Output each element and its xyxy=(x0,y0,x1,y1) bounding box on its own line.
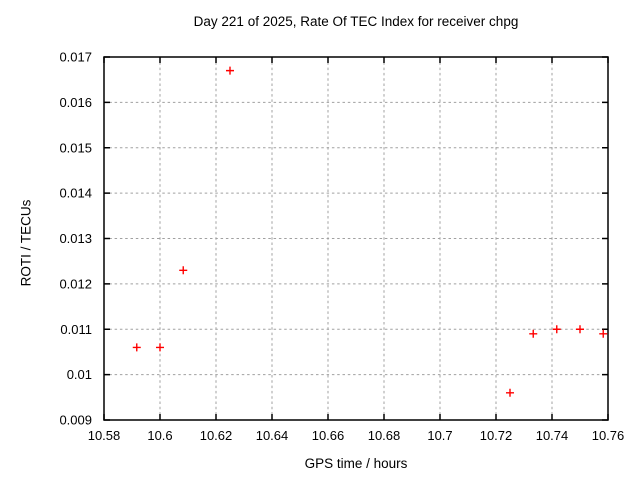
y-tick-label: 0.016 xyxy=(59,95,92,110)
data-point xyxy=(506,388,514,397)
y-tick-label: 0.011 xyxy=(60,322,92,337)
chart-title: Day 221 of 2025, Rate Of TEC Index for r… xyxy=(193,14,519,29)
data-point xyxy=(132,343,141,352)
y-tick-label: 0.013 xyxy=(59,231,92,246)
data-point xyxy=(576,325,584,334)
data-point xyxy=(156,343,164,352)
y-tick-label: 0.015 xyxy=(59,140,92,155)
y-tick-label: 0.017 xyxy=(59,50,92,65)
x-tick-label: 10.68 xyxy=(368,428,401,443)
x-tick-label: 10.6 xyxy=(147,428,172,443)
x-tick-label: 10.76 xyxy=(592,428,625,443)
data-point xyxy=(552,325,561,334)
y-tick-label: 0.014 xyxy=(59,186,92,201)
data-point xyxy=(226,66,234,75)
x-tick-label: 10.7 xyxy=(427,428,452,443)
y-tick-label: 0.01 xyxy=(67,367,92,382)
x-tick-label: 10.72 xyxy=(480,428,513,443)
x-tick-label: 10.58 xyxy=(88,428,121,443)
y-tick-label: 0.009 xyxy=(59,413,92,428)
x-axis-label: GPS time / hours xyxy=(304,456,408,471)
x-tick-label: 10.66 xyxy=(312,428,345,443)
data-point xyxy=(529,329,538,338)
data-point xyxy=(599,329,608,338)
x-tick-label: 10.74 xyxy=(536,428,569,443)
x-tick-label: 10.62 xyxy=(200,428,233,443)
y-tick-label: 0.012 xyxy=(59,276,92,291)
data-point xyxy=(179,266,188,275)
x-tick-label: 10.64 xyxy=(256,428,289,443)
